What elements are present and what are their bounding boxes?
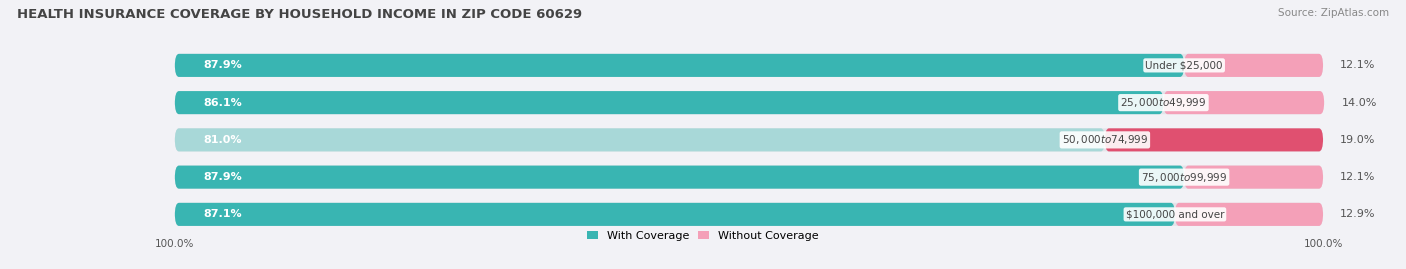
FancyBboxPatch shape <box>1175 203 1323 226</box>
Text: 87.9%: 87.9% <box>204 172 242 182</box>
FancyBboxPatch shape <box>174 203 1323 226</box>
FancyBboxPatch shape <box>1184 54 1323 77</box>
FancyBboxPatch shape <box>174 128 1323 151</box>
Text: $100,000 and over: $100,000 and over <box>1126 209 1225 220</box>
FancyBboxPatch shape <box>174 54 1184 77</box>
Text: 81.0%: 81.0% <box>204 135 242 145</box>
Text: 12.1%: 12.1% <box>1340 60 1375 70</box>
FancyBboxPatch shape <box>174 91 1163 114</box>
FancyBboxPatch shape <box>1184 166 1323 189</box>
Text: $50,000 to $74,999: $50,000 to $74,999 <box>1062 133 1149 146</box>
FancyBboxPatch shape <box>174 91 1323 114</box>
FancyBboxPatch shape <box>1105 128 1323 151</box>
Text: $25,000 to $49,999: $25,000 to $49,999 <box>1121 96 1206 109</box>
FancyBboxPatch shape <box>174 166 1184 189</box>
Text: 86.1%: 86.1% <box>204 98 242 108</box>
Legend: With Coverage, Without Coverage: With Coverage, Without Coverage <box>588 231 818 241</box>
FancyBboxPatch shape <box>174 128 1105 151</box>
Text: 19.0%: 19.0% <box>1340 135 1375 145</box>
Text: Under $25,000: Under $25,000 <box>1146 60 1223 70</box>
Text: Source: ZipAtlas.com: Source: ZipAtlas.com <box>1278 8 1389 18</box>
Text: 12.1%: 12.1% <box>1340 172 1375 182</box>
FancyBboxPatch shape <box>174 54 1323 77</box>
FancyBboxPatch shape <box>1163 91 1324 114</box>
Text: 87.1%: 87.1% <box>204 209 242 220</box>
FancyBboxPatch shape <box>174 166 1323 189</box>
Text: 12.9%: 12.9% <box>1340 209 1375 220</box>
FancyBboxPatch shape <box>174 203 1175 226</box>
Text: HEALTH INSURANCE COVERAGE BY HOUSEHOLD INCOME IN ZIP CODE 60629: HEALTH INSURANCE COVERAGE BY HOUSEHOLD I… <box>17 8 582 21</box>
Text: 87.9%: 87.9% <box>204 60 242 70</box>
Text: 14.0%: 14.0% <box>1341 98 1376 108</box>
Text: $75,000 to $99,999: $75,000 to $99,999 <box>1140 171 1227 184</box>
